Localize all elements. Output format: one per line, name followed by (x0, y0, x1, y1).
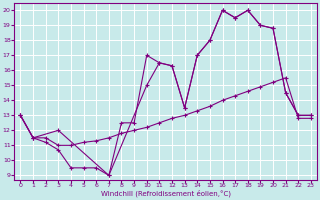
X-axis label: Windchill (Refroidissement éolien,°C): Windchill (Refroidissement éolien,°C) (101, 190, 231, 197)
